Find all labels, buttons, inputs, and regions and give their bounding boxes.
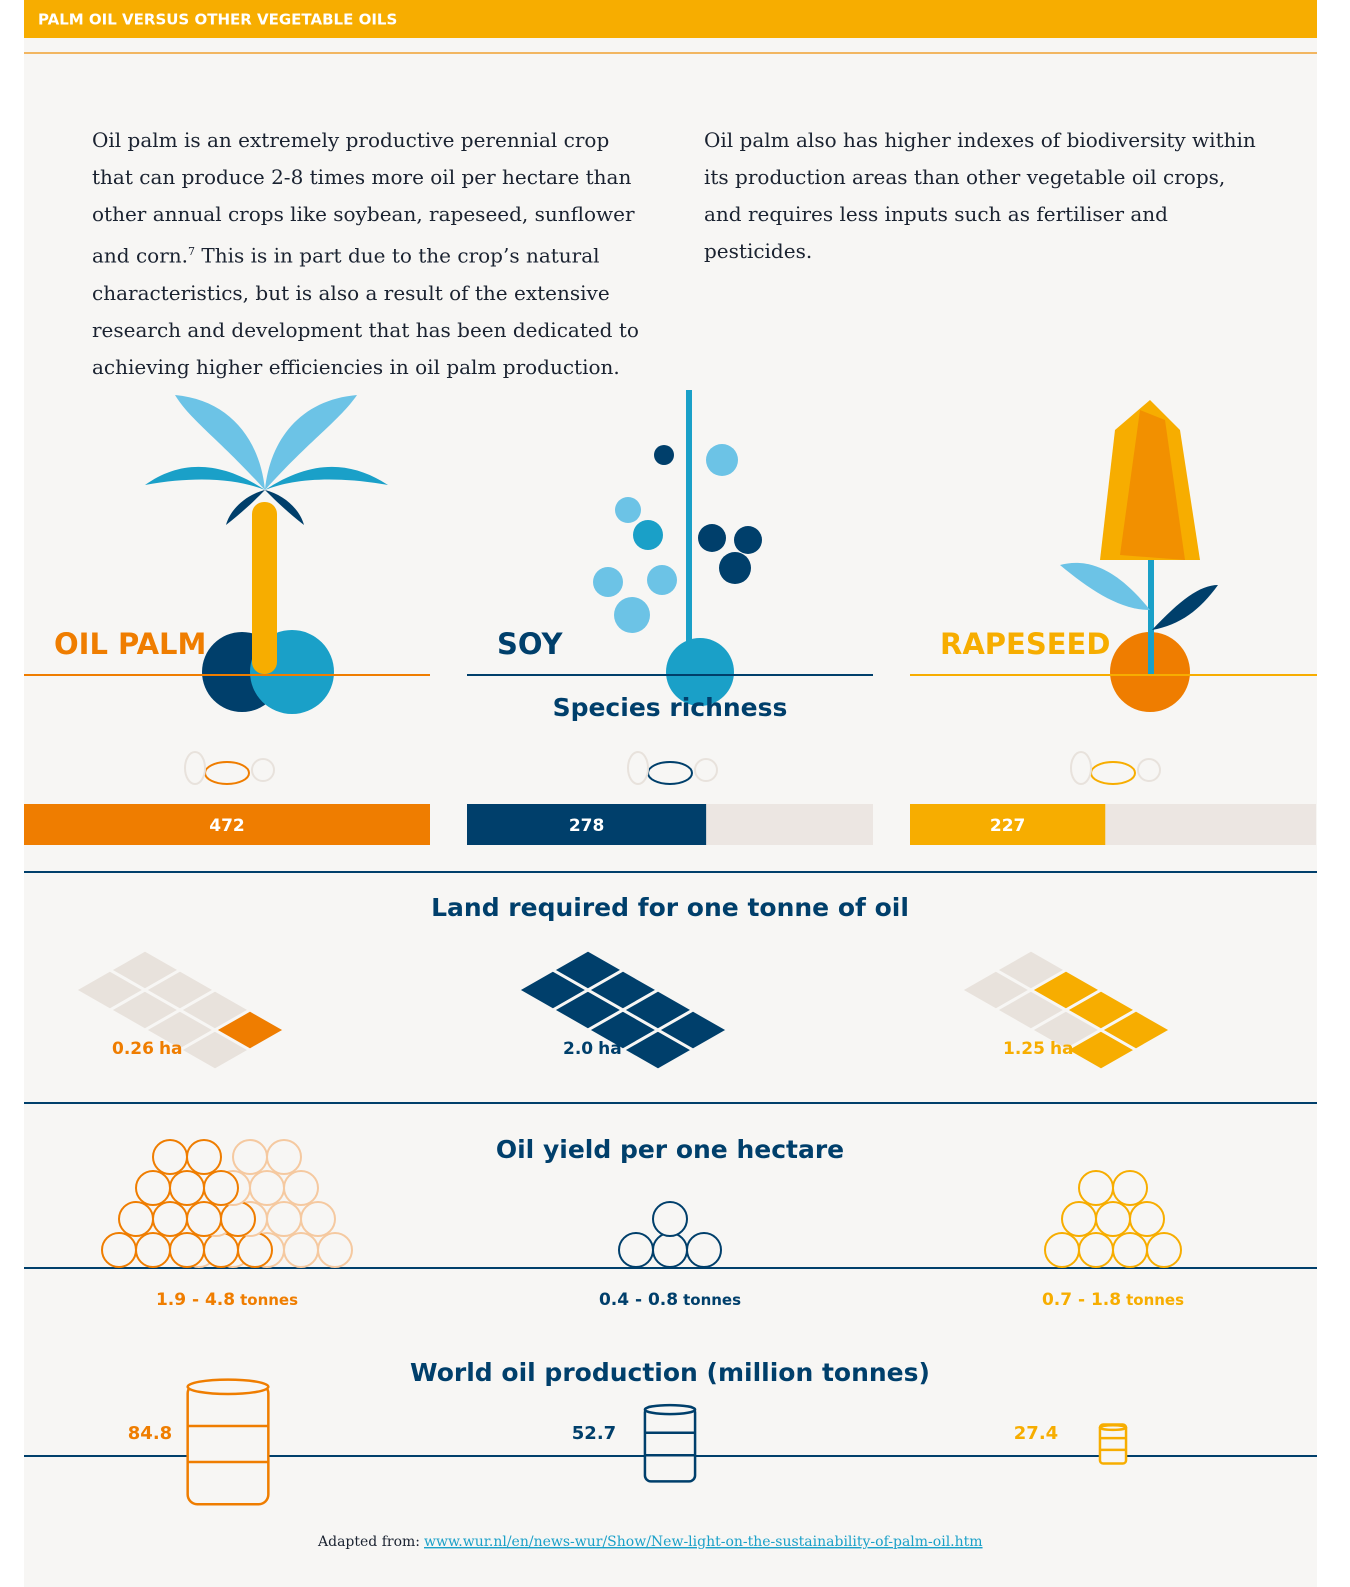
yield-label: 1.9 - 4.8 tonnes xyxy=(156,1290,298,1310)
barrel-end xyxy=(152,1201,188,1237)
barrel-end xyxy=(1061,1201,1097,1237)
barrel-end xyxy=(118,1201,154,1237)
animal-icon xyxy=(251,758,275,782)
land-tile xyxy=(654,1008,732,1052)
header-title: PALM OIL VERSUS OTHER VEGETABLE OILS xyxy=(38,11,397,29)
text: Oil palm is an extremely productive pere… xyxy=(92,128,635,268)
source-link[interactable]: www.wur.nl/en/news-wur/Show/New-light-on… xyxy=(424,1534,983,1550)
unit: tonnes xyxy=(240,1291,298,1309)
intro-right: Oil palm also has higher indexes of biod… xyxy=(704,128,1256,263)
barrel-end xyxy=(300,1201,336,1237)
barrel-end xyxy=(1112,1232,1148,1268)
barrel-end xyxy=(652,1201,688,1237)
animal-icon xyxy=(694,758,718,782)
barrel-end xyxy=(135,1232,171,1268)
land-label: 2.0 ha xyxy=(563,1039,622,1059)
barrel-end xyxy=(186,1201,222,1237)
crop-name: RAPESEED xyxy=(940,627,1110,661)
bar xyxy=(910,804,1106,845)
barrel-end xyxy=(1078,1232,1114,1268)
unit: ha xyxy=(159,1039,183,1059)
header-bar xyxy=(24,0,1317,38)
barrel-end xyxy=(169,1170,205,1206)
section-title: World oil production (million tonnes) xyxy=(410,1358,930,1387)
barrel-end xyxy=(135,1170,171,1206)
barrel-end xyxy=(203,1170,239,1206)
barrel-end xyxy=(686,1232,722,1268)
section-title: Species richness xyxy=(553,693,788,722)
rapeseed-illustration xyxy=(1060,400,1218,712)
land-label: 0.26 ha xyxy=(112,1039,183,1059)
unit: ha xyxy=(598,1039,622,1059)
value: 0.4 - 0.8 xyxy=(599,1290,678,1310)
barrel-end xyxy=(101,1232,137,1268)
animal-icon xyxy=(627,751,649,785)
barrel-end xyxy=(1112,1170,1148,1206)
barrel-end xyxy=(1044,1232,1080,1268)
palm-illustration xyxy=(145,395,388,714)
value: 1.9 - 4.8 xyxy=(156,1290,235,1310)
barrel-end xyxy=(283,1170,319,1206)
bar-label: 472 xyxy=(209,816,245,836)
crop-name: OIL PALM xyxy=(54,627,206,661)
bar-label: 227 xyxy=(990,816,1026,836)
barrel-lid xyxy=(186,1378,270,1396)
value: 0.7 - 1.8 xyxy=(1042,1290,1121,1310)
land-label: 1.25 ha xyxy=(1003,1039,1074,1059)
barrel-end xyxy=(232,1139,268,1175)
animal-icon xyxy=(1070,751,1092,785)
source-label: Adapted from: xyxy=(317,1534,420,1550)
barrel-lid xyxy=(1098,1423,1128,1432)
land-tile xyxy=(1097,1008,1175,1052)
barrel-end xyxy=(237,1232,273,1268)
text: This is in part due to the crop’s natura… xyxy=(92,243,639,379)
bar xyxy=(24,804,430,845)
section-title: Land required for one tonne of oil xyxy=(431,893,909,922)
value: 1.25 xyxy=(1003,1039,1045,1059)
yield-label: 0.7 - 1.8 tonnes xyxy=(1042,1290,1184,1310)
animal-icon xyxy=(1137,758,1161,782)
unit: ha xyxy=(1050,1039,1074,1059)
barrel xyxy=(643,1405,697,1483)
barrel-end xyxy=(220,1201,256,1237)
barrel-end xyxy=(652,1232,688,1268)
value: 2.0 xyxy=(563,1039,593,1059)
barrel-end xyxy=(186,1139,222,1175)
barrel xyxy=(186,1382,270,1506)
barrel-end xyxy=(1146,1232,1182,1268)
yield-label: 0.4 - 0.8 tonnes xyxy=(599,1290,741,1310)
bar xyxy=(467,804,707,845)
barrel-end xyxy=(152,1139,188,1175)
barrel-lid xyxy=(643,1403,697,1416)
world-label: 52.7 xyxy=(572,1423,616,1444)
value: 0.26 xyxy=(112,1039,154,1059)
barrel-end xyxy=(1129,1201,1165,1237)
footnote: 7 xyxy=(188,245,196,258)
world-label: 27.4 xyxy=(1014,1423,1058,1444)
barrel-end xyxy=(266,1201,302,1237)
barrel-end xyxy=(1095,1201,1131,1237)
animal-icon xyxy=(184,751,206,785)
world-label: 84.8 xyxy=(128,1423,172,1444)
barrel-end xyxy=(169,1232,205,1268)
barrel-end xyxy=(249,1170,285,1206)
land-tile xyxy=(211,1008,289,1052)
unit: tonnes xyxy=(1126,1291,1184,1309)
soy-illustration xyxy=(593,390,762,706)
barrel-end xyxy=(317,1232,353,1268)
intro-left: Oil palm is an extremely productive pere… xyxy=(92,122,652,386)
bar-label: 278 xyxy=(569,816,605,836)
section-title: Oil yield per one hectare xyxy=(496,1135,844,1164)
barrel-end xyxy=(283,1232,319,1268)
barrel-end xyxy=(618,1232,654,1268)
barrel-end xyxy=(203,1232,239,1268)
crop-name: SOY xyxy=(497,627,564,661)
barrel-end xyxy=(1078,1170,1114,1206)
unit: tonnes xyxy=(683,1291,741,1309)
barrel-end xyxy=(266,1139,302,1175)
